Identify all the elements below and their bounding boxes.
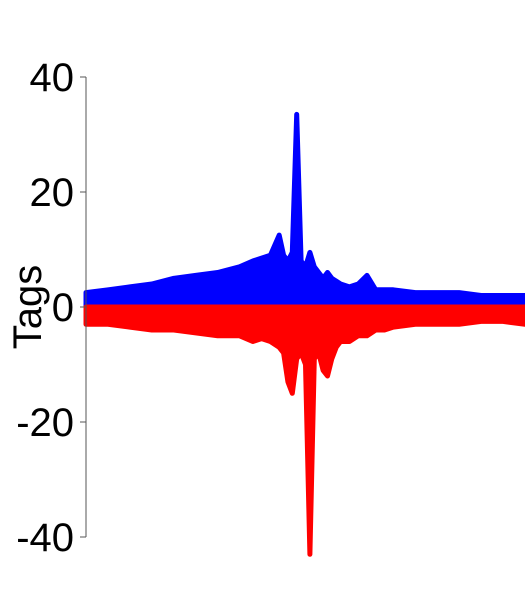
- y-tick-label: 20: [30, 171, 75, 215]
- series-area-0: [83, 111, 525, 310]
- y-ticks: 40 20 0 -20 -40: [16, 56, 86, 560]
- series-area-1: [83, 304, 525, 557]
- series-layer: [83, 111, 525, 557]
- y-tick-label: 0: [52, 286, 74, 330]
- y-axis-title: Tags: [6, 265, 50, 350]
- y-tick-label: 40: [30, 56, 75, 100]
- y-tick-label: -20: [16, 401, 74, 445]
- y-tick-label: -40: [16, 516, 74, 560]
